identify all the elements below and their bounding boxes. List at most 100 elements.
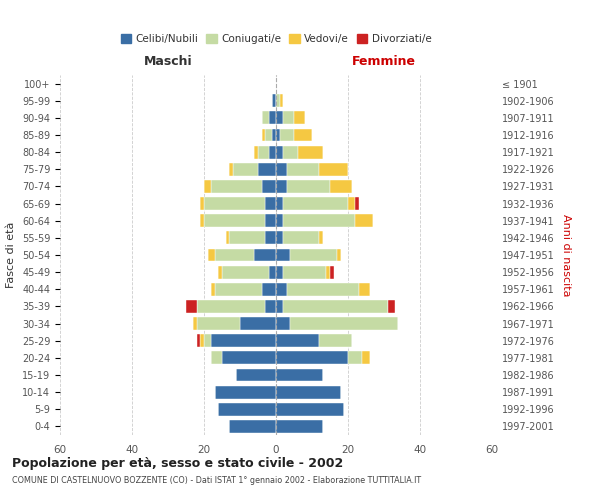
Text: Popolazione per età, sesso e stato civile - 2002: Popolazione per età, sesso e stato civil…: [12, 458, 343, 470]
Bar: [326, 266, 330, 278]
Bar: [236, 368, 276, 382]
Bar: [262, 128, 265, 141]
Bar: [265, 300, 276, 313]
Bar: [211, 180, 262, 193]
Bar: [229, 232, 265, 244]
Bar: [262, 283, 276, 296]
Y-axis label: Anni di nascita: Anni di nascita: [561, 214, 571, 296]
Bar: [355, 214, 373, 227]
Bar: [258, 146, 269, 158]
Bar: [294, 128, 312, 141]
Text: Maschi: Maschi: [143, 55, 193, 68]
Bar: [193, 317, 197, 330]
Bar: [283, 197, 348, 210]
Bar: [276, 248, 290, 262]
Bar: [200, 197, 204, 210]
Bar: [283, 300, 388, 313]
Bar: [229, 163, 233, 175]
Bar: [276, 232, 283, 244]
Bar: [362, 352, 370, 364]
Bar: [240, 317, 276, 330]
Bar: [276, 386, 341, 398]
Text: COMUNE DI CASTELNUOVO BOZZENTE (CO) - Dati ISTAT 1° gennaio 2002 - Elaborazione : COMUNE DI CASTELNUOVO BOZZENTE (CO) - Da…: [12, 476, 421, 485]
Bar: [319, 163, 348, 175]
Bar: [269, 112, 276, 124]
Bar: [359, 283, 370, 296]
Bar: [276, 334, 319, 347]
Bar: [287, 283, 359, 296]
Bar: [355, 197, 359, 210]
Bar: [204, 214, 265, 227]
Bar: [254, 248, 276, 262]
Bar: [276, 146, 283, 158]
Bar: [262, 112, 269, 124]
Bar: [265, 128, 272, 141]
Bar: [283, 232, 319, 244]
Bar: [218, 266, 222, 278]
Bar: [186, 300, 197, 313]
Bar: [265, 197, 276, 210]
Bar: [319, 334, 352, 347]
Bar: [215, 283, 262, 296]
Bar: [290, 317, 398, 330]
Bar: [276, 128, 280, 141]
Bar: [222, 352, 276, 364]
Bar: [287, 180, 330, 193]
Bar: [276, 197, 283, 210]
Bar: [276, 214, 283, 227]
Bar: [283, 146, 298, 158]
Bar: [265, 232, 276, 244]
Bar: [276, 403, 344, 415]
Bar: [204, 334, 211, 347]
Bar: [276, 266, 283, 278]
Bar: [319, 232, 323, 244]
Bar: [283, 214, 355, 227]
Bar: [233, 163, 258, 175]
Bar: [211, 334, 276, 347]
Bar: [197, 334, 200, 347]
Bar: [276, 94, 280, 107]
Bar: [226, 232, 229, 244]
Bar: [287, 163, 319, 175]
Bar: [215, 386, 276, 398]
Bar: [294, 112, 305, 124]
Bar: [348, 197, 355, 210]
Bar: [265, 214, 276, 227]
Bar: [272, 94, 276, 107]
Bar: [283, 266, 326, 278]
Bar: [258, 163, 276, 175]
Y-axis label: Fasce di età: Fasce di età: [7, 222, 16, 288]
Bar: [222, 266, 269, 278]
Bar: [290, 248, 337, 262]
Bar: [283, 112, 294, 124]
Bar: [208, 248, 215, 262]
Bar: [269, 146, 276, 158]
Bar: [298, 146, 323, 158]
Legend: Celibi/Nubili, Coniugati/e, Vedovi/e, Divorziati/e: Celibi/Nubili, Coniugati/e, Vedovi/e, Di…: [116, 30, 436, 48]
Bar: [197, 317, 240, 330]
Bar: [197, 300, 265, 313]
Bar: [211, 352, 222, 364]
Bar: [215, 248, 254, 262]
Bar: [262, 180, 276, 193]
Bar: [272, 128, 276, 141]
Bar: [276, 352, 348, 364]
Bar: [348, 352, 362, 364]
Bar: [280, 128, 294, 141]
Bar: [229, 420, 276, 433]
Bar: [276, 368, 323, 382]
Text: Femmine: Femmine: [352, 55, 416, 68]
Bar: [218, 403, 276, 415]
Bar: [330, 180, 352, 193]
Bar: [276, 420, 323, 433]
Bar: [204, 180, 211, 193]
Bar: [330, 266, 334, 278]
Bar: [269, 266, 276, 278]
Bar: [276, 317, 290, 330]
Bar: [280, 94, 283, 107]
Bar: [337, 248, 341, 262]
Bar: [204, 197, 265, 210]
Bar: [276, 112, 283, 124]
Bar: [388, 300, 395, 313]
Bar: [276, 163, 287, 175]
